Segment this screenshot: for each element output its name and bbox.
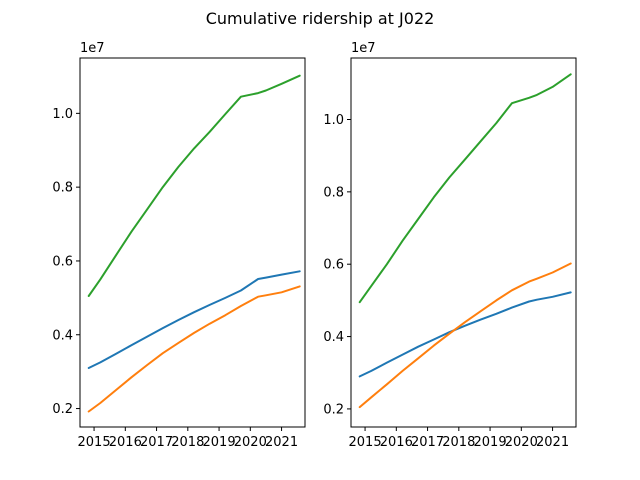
y-tick-label: 1.0 bbox=[52, 107, 73, 122]
series-line-3 bbox=[358, 73, 572, 304]
x-tick-label: 2017 bbox=[411, 435, 444, 450]
x-tick-label: 2020 bbox=[505, 435, 538, 450]
y-tick-label: 1.0 bbox=[323, 113, 344, 128]
figure-title: Cumulative ridership at J022 bbox=[206, 9, 435, 28]
axes-frame bbox=[79, 57, 306, 428]
series-line-1 bbox=[87, 270, 301, 369]
y-tick-label: 0.6 bbox=[323, 258, 344, 273]
x-tick-label: 2018 bbox=[171, 435, 204, 450]
x-tick-label: 2015 bbox=[349, 435, 382, 450]
series-line-3 bbox=[87, 74, 301, 297]
y-tick-label: 0.8 bbox=[52, 181, 73, 196]
y-tick-label: 0.4 bbox=[323, 330, 344, 345]
x-tick-label: 2016 bbox=[109, 435, 142, 450]
x-tick-label: 2016 bbox=[380, 435, 413, 450]
series-line-2 bbox=[358, 262, 572, 409]
x-tick-label: 2019 bbox=[474, 435, 507, 450]
y-axis-offset-label: 1e7 bbox=[351, 41, 376, 56]
x-tick-label: 2019 bbox=[203, 435, 236, 450]
x-tick-label: 2017 bbox=[140, 435, 173, 450]
x-tick-label: 2018 bbox=[442, 435, 475, 450]
y-tick-label: 0.2 bbox=[52, 402, 73, 417]
series-line-1 bbox=[358, 291, 572, 378]
x-tick-label: 2015 bbox=[78, 435, 111, 450]
y-tick-label: 0.2 bbox=[323, 402, 344, 417]
x-tick-label: 2021 bbox=[536, 435, 569, 450]
x-tick-label: 2020 bbox=[234, 435, 267, 450]
series-line-2 bbox=[87, 285, 301, 413]
y-tick-label: 0.6 bbox=[52, 254, 73, 269]
x-tick-label: 2021 bbox=[265, 435, 298, 450]
y-tick-label: 0.4 bbox=[52, 328, 73, 343]
axes-frame bbox=[350, 57, 577, 428]
y-axis-offset-label: 1e7 bbox=[80, 41, 105, 56]
y-tick-label: 0.8 bbox=[323, 185, 344, 200]
